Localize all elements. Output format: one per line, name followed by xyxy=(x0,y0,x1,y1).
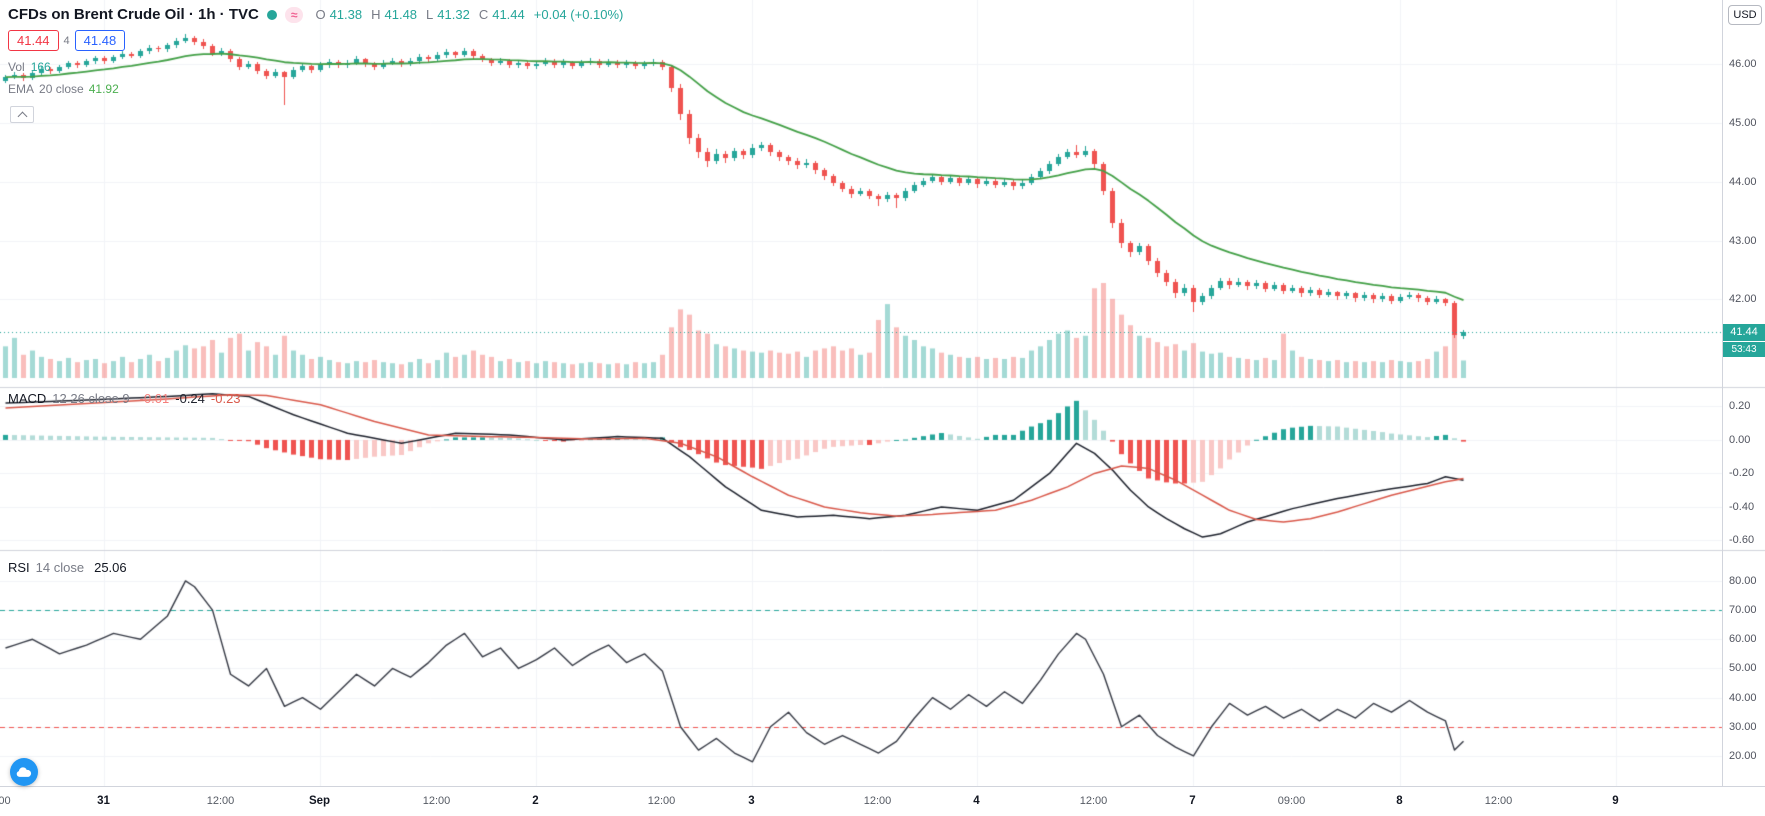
time-axis-label: 00 xyxy=(0,795,11,807)
cloud-icon xyxy=(16,766,32,777)
ask-price-button[interactable]: 41.48 xyxy=(74,30,126,51)
price-axis-label: 42.00 xyxy=(1729,293,1757,306)
time-axis-label: 7 xyxy=(1189,795,1196,807)
time-axis-label: 12:00 xyxy=(206,795,235,807)
macd-params: 12 26 close 9 xyxy=(52,391,130,406)
price-axis-label: 44.00 xyxy=(1729,175,1757,188)
close-value: 41.44 xyxy=(492,7,525,22)
price-axis-label: 45.00 xyxy=(1729,116,1757,129)
change-value: +0.04 (+0.10%) xyxy=(533,7,624,22)
macd-axis-label: 0.20 xyxy=(1729,400,1751,413)
close-label: C xyxy=(478,7,489,22)
rsi-axis-label: 30.00 xyxy=(1729,720,1757,733)
ema-name: EMA xyxy=(8,82,35,96)
bid-ask-row: 41.44 4 41.48 xyxy=(8,30,126,51)
price-axis-label: 43.00 xyxy=(1729,234,1757,247)
macd-axis-label: -0.40 xyxy=(1729,500,1755,513)
macd-axis-label: 0.00 xyxy=(1729,433,1751,446)
volume-value: 166 xyxy=(30,60,51,74)
rsi-params: 14 close xyxy=(35,560,85,575)
time-axis-label: 12:00 xyxy=(647,795,676,807)
time-axis-label: 12:00 xyxy=(863,795,892,807)
rsi-value: 25.06 xyxy=(94,560,127,575)
collapse-legend-button[interactable] xyxy=(10,106,34,123)
macd-signal-value: -0.23 xyxy=(210,391,241,406)
rsi-axis-label: 50.00 xyxy=(1729,662,1757,675)
time-axis-label: 3 xyxy=(748,795,755,807)
rsi-axis-label: 70.00 xyxy=(1729,604,1757,617)
time-axis-label: 09:00 xyxy=(1277,795,1306,807)
ohlc-readout: O 41.38 H 41.48 L 41.32 C 41.44 +0.04 (+0.10… xyxy=(315,7,628,22)
high-value: 41.48 xyxy=(384,7,418,22)
rsi-axis-label: 80.00 xyxy=(1729,574,1757,587)
rsi-name: RSI xyxy=(8,560,30,575)
rsi-legend[interactable]: RSI 14 close 25.06 xyxy=(8,560,127,575)
open-label: O xyxy=(315,7,326,22)
macd-axis-label: -0.60 xyxy=(1729,534,1755,547)
chevron-up-icon xyxy=(17,111,27,121)
time-axis-label: 31 xyxy=(97,795,110,807)
macd-axis-label: -0.20 xyxy=(1729,467,1755,480)
macd-name: MACD xyxy=(8,391,47,406)
ideas-wave-icon[interactable]: ≈ xyxy=(284,6,304,23)
symbol-title[interactable]: CFDs on Brent Crude Oil · 1h · TVC xyxy=(8,6,259,23)
live-status-dot-icon[interactable] xyxy=(266,9,277,20)
macd-hist-value: -0.01 xyxy=(139,391,170,406)
time-axis-label: 4 xyxy=(973,795,980,807)
time-axis-label: 9 xyxy=(1612,795,1619,807)
time-axis-label: Sep xyxy=(308,795,331,807)
ema-params: 20 close xyxy=(39,82,84,96)
high-label: H xyxy=(371,7,381,22)
rsi-axis-label: 60.00 xyxy=(1729,633,1757,646)
low-value: 41.32 xyxy=(437,7,470,22)
main-legend: CFDs on Brent Crude Oil · 1h · TVC ≈ O 41… xyxy=(8,6,628,23)
low-label: L xyxy=(426,7,434,22)
time-axis-label: 2 xyxy=(532,795,539,807)
spread-value: 4 xyxy=(63,34,70,47)
ema-legend[interactable]: EMA 20 close 41.92 xyxy=(8,82,119,96)
price-axis-label: 46.00 xyxy=(1729,58,1757,71)
macd-legend[interactable]: MACD 12 26 close 9 -0.01 -0.24 -0.23 xyxy=(8,391,241,406)
time-axis-label: 12:00 xyxy=(1484,795,1513,807)
bar-countdown-tag: 53:43 xyxy=(1723,342,1765,357)
rsi-axis-label: 40.00 xyxy=(1729,691,1757,704)
rsi-axis-label: 20.00 xyxy=(1729,749,1757,762)
ema-value: 41.92 xyxy=(88,82,119,96)
last-price-tag: 41.44 xyxy=(1723,324,1765,341)
price-axis[interactable]: 46.00 45.00 44.00 43.00 42.00 0.20 0.00 -0.20 -0… xyxy=(1722,0,1765,786)
time-axis-label: 8 xyxy=(1396,795,1403,807)
currency-toggle-button[interactable]: USD xyxy=(1728,5,1762,25)
time-axis-label: 12:00 xyxy=(1079,795,1108,807)
tradingview-logo-button[interactable] xyxy=(10,758,38,786)
time-axis[interactable]: 00 31 12:00 Sep 12:00 2 12:00 3 12:00 4 12:00 7 09:0… xyxy=(0,786,1765,816)
time-axis-label: 12:00 xyxy=(422,795,451,807)
bid-price-button[interactable]: 41.44 xyxy=(8,30,59,51)
open-value: 41.38 xyxy=(329,7,363,22)
macd-line-value: -0.24 xyxy=(175,391,205,406)
volume-legend: Vol 166 xyxy=(8,60,51,74)
volume-label: Vol xyxy=(8,60,25,74)
